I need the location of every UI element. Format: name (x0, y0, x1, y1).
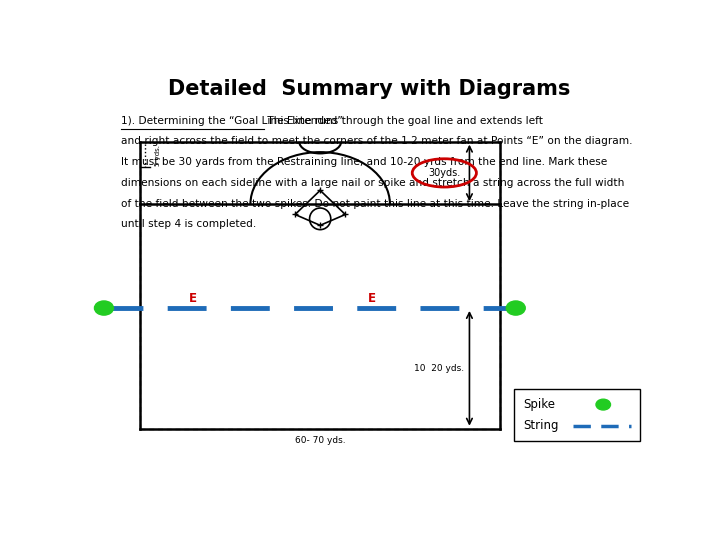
Text: It must be 30 yards from the Restraining line, and 10-20 yrds from the end line.: It must be 30 yards from the Restraining… (121, 157, 607, 167)
Text: of the field between the two spikes. Do not paint this line at this time. Leave : of the field between the two spikes. Do … (121, 199, 629, 208)
Circle shape (94, 301, 114, 315)
Text: Detailed  Summary with Diagrams: Detailed Summary with Diagrams (168, 79, 570, 99)
Text: E: E (189, 292, 197, 305)
Circle shape (596, 399, 611, 410)
Text: Spike: Spike (523, 398, 556, 411)
Text: E: E (368, 292, 376, 305)
Text: String: String (523, 419, 559, 432)
FancyBboxPatch shape (514, 389, 639, 441)
Text: and right across the field to meet the corners of the 1 2 meter fan at Points “E: and right across the field to meet the c… (121, 136, 632, 146)
Text: 1). Determining the “Goal Line Extended”.: 1). Determining the “Goal Line Extended”… (121, 116, 346, 125)
Circle shape (506, 301, 526, 315)
Text: until step 4 is completed.: until step 4 is completed. (121, 219, 256, 230)
Text: 5 yds.: 5 yds. (155, 145, 161, 166)
Text: dimensions on each sideline with a large nail or spike and stretch a string acro: dimensions on each sideline with a large… (121, 178, 624, 188)
Text: This line runs through the goal line and extends left: This line runs through the goal line and… (264, 116, 543, 125)
Text: 60- 70 yds.: 60- 70 yds. (295, 436, 346, 445)
Text: 30yds.: 30yds. (428, 168, 461, 178)
Text: 10  20 yds.: 10 20 yds. (414, 364, 464, 373)
